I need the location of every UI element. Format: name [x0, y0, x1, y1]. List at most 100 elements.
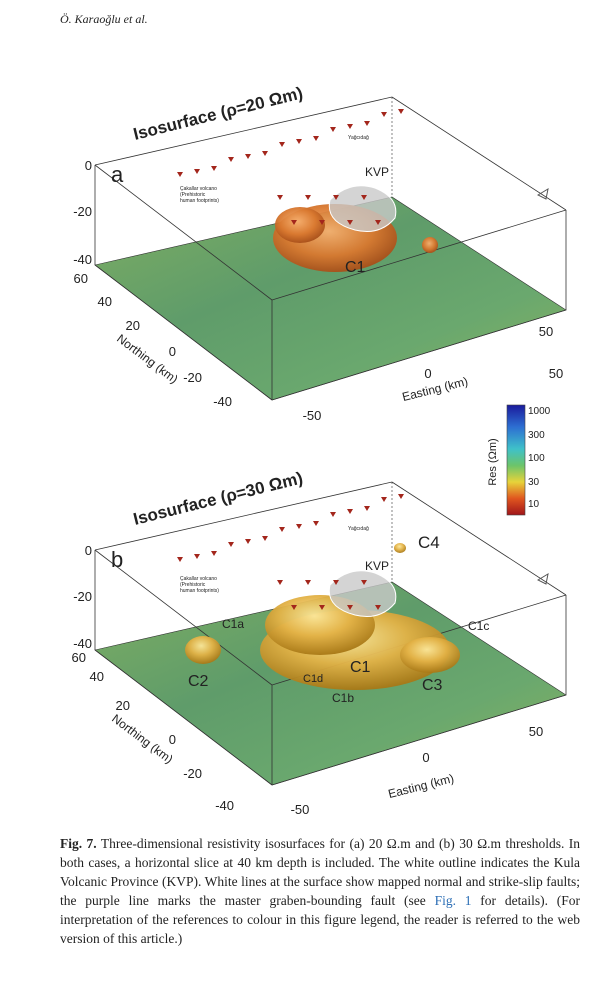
caption-text: for details). (For interpretation of the…: [60, 893, 580, 946]
colorbar-tick-label: 10: [528, 499, 540, 510]
caption-text: Three-dimensional resistivity isosurface…: [60, 836, 580, 908]
depth-tick-label: -40: [73, 252, 92, 267]
easting-tick-label: 0: [422, 750, 429, 765]
isosurface: [400, 637, 460, 673]
panel-title: Isosurface (ρ=20 Ωm): [131, 83, 304, 144]
annotation: C3: [422, 677, 443, 694]
northing-tick-label: 40: [90, 669, 104, 684]
fault-marker: [305, 580, 311, 585]
box-edge: [271, 209, 567, 301]
isosurface: [394, 543, 406, 553]
fault-marker: [177, 557, 183, 562]
north-arrow: [536, 572, 549, 585]
easting-tick-label: 50: [529, 724, 543, 739]
fault-marker: [211, 166, 217, 171]
colorbar: Res (Ωm): [487, 404, 526, 516]
colorbar-tick-label: 300: [528, 430, 545, 441]
fault-marker: [375, 605, 381, 610]
fault-marker: [245, 154, 251, 159]
easting-tick-label: 50: [549, 366, 563, 381]
annotation: (Prehistoric: [180, 582, 206, 588]
annotation: C1b: [332, 691, 354, 705]
annotation: C1: [350, 659, 371, 676]
annotation: C2: [188, 673, 209, 690]
box-edge: [94, 264, 273, 401]
panel-title: Isosurface (ρ=30 Ωm): [131, 468, 304, 529]
box-edge: [391, 96, 567, 211]
fault-marker: [330, 127, 336, 132]
depth-tick-label: -20: [73, 204, 92, 219]
northing-tick-label: 20: [116, 698, 130, 713]
annotation: Yağcıdağ: [348, 135, 369, 141]
easting-tick-label: -50: [303, 408, 322, 423]
colorbar-tick-label: 30: [528, 477, 540, 488]
annotation: C4: [418, 533, 440, 552]
isosurface: [422, 237, 438, 253]
fault-marker: [277, 580, 283, 585]
panel: Isosurface (ρ=20 Ωm) a 0 -20 -40 60 40 20 0 -20 -4…: [73, 83, 567, 423]
fault-marker: [347, 220, 353, 225]
annotation: (Prehistoric: [180, 192, 206, 198]
panel-label: a: [111, 162, 124, 187]
fault-marker: [262, 536, 268, 541]
annotation: KVP: [365, 559, 389, 573]
isosurface: [275, 207, 325, 243]
fault-marker: [347, 509, 353, 514]
colorbar-label: Res (Ωm): [487, 438, 499, 485]
northing-tick-label: -20: [183, 370, 202, 385]
fault-marker: [277, 195, 283, 200]
caption-label: Fig. 7.: [60, 836, 97, 851]
northing-tick-label: -40: [215, 798, 234, 813]
fault-marker: [211, 551, 217, 556]
fault-marker: [291, 605, 297, 610]
depth-tick-label: -20: [73, 589, 92, 604]
fault-marker: [319, 220, 325, 225]
fault-marker: [381, 497, 387, 502]
fault-marker: [305, 195, 311, 200]
fault-marker: [398, 109, 404, 114]
northing-tick-label: -40: [213, 394, 232, 409]
fault-marker: [319, 605, 325, 610]
panel: Isosurface (ρ=30 Ωm)b0-20-406040200-20-4…: [72, 468, 567, 817]
figure-link[interactable]: Fig. 1: [434, 893, 472, 908]
fault-marker: [398, 494, 404, 499]
annotation: human footprints): [180, 588, 219, 594]
easting-tick-label: 0: [424, 366, 431, 381]
colorbar-tick-label: 1000: [528, 406, 551, 417]
fault-marker: [347, 605, 353, 610]
running-header: Ö. Karaoğlu et al.: [60, 12, 148, 26]
fault-marker: [262, 151, 268, 156]
northing-tick-label: 0: [169, 344, 176, 359]
fault-marker: [313, 136, 319, 141]
fault-marker: [228, 157, 234, 162]
northing-tick-label: -20: [183, 766, 202, 781]
fault-marker: [333, 195, 339, 200]
depth-tick-label: 0: [85, 158, 92, 173]
easting-axis-label: Easting (km): [401, 374, 470, 404]
box-edge: [94, 96, 393, 166]
box-edge: [94, 649, 273, 786]
fault-marker: [291, 220, 297, 225]
depth-tick-label: -40: [73, 636, 92, 651]
figure: Isosurface (ρ=20 Ωm)a0-20-406040200-20-4…: [72, 83, 567, 817]
box-edge: [271, 694, 567, 786]
fault-marker: [194, 169, 200, 174]
fault-marker: [364, 506, 370, 511]
fault-marker: [330, 512, 336, 517]
caption: Fig. 7. Three-dimensional resistivity is…: [60, 834, 580, 948]
depth-tick-label: 0: [85, 543, 92, 558]
box-edge: [94, 481, 393, 551]
north-arrow: [536, 187, 549, 200]
northing-tick-label: 60: [72, 650, 86, 665]
annotation: KVP: [365, 165, 389, 179]
fault-marker: [361, 195, 367, 200]
box-edge: [94, 164, 273, 301]
fault-marker: [194, 554, 200, 559]
fault-marker: [364, 121, 370, 126]
fault-marker: [245, 539, 251, 544]
fault-marker: [381, 112, 387, 117]
fault-marker: [296, 524, 302, 529]
fault-marker: [228, 542, 234, 547]
box-edge: [391, 481, 567, 596]
